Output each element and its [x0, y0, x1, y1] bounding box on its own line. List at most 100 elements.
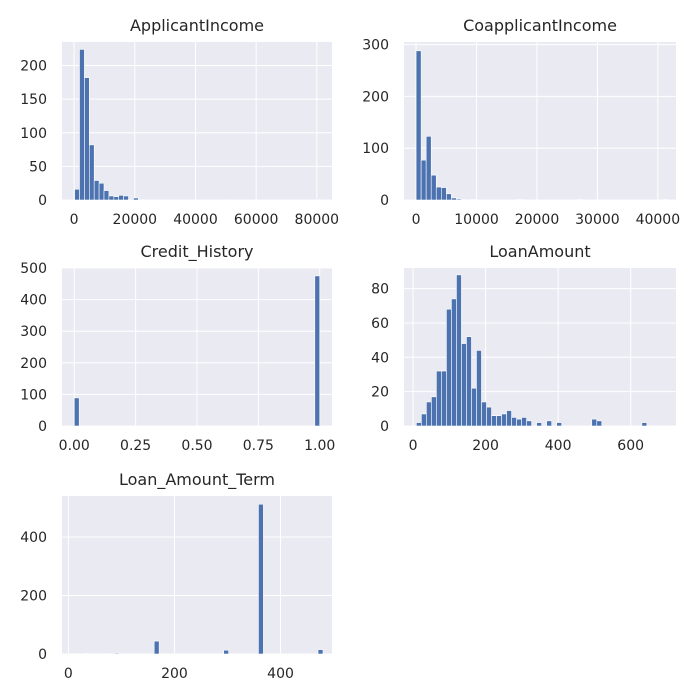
- y-tick-label: 200: [20, 356, 47, 372]
- histogram-bar: [123, 195, 129, 201]
- panel-title: CoapplicantIncome: [463, 16, 617, 35]
- histogram-bar: [466, 336, 472, 427]
- panel-title: Credit_History: [140, 242, 253, 262]
- histogram-bar: [591, 418, 598, 427]
- panel-title: LoanAmount: [489, 242, 590, 261]
- x-tick-label: 10000: [454, 212, 499, 228]
- histogram-bar: [133, 197, 139, 201]
- histogram-bar: [526, 420, 532, 427]
- panel-title: Loan_Amount_Term: [119, 470, 275, 490]
- y-tick-label: 400: [20, 530, 47, 546]
- histogram-bar: [430, 174, 437, 201]
- x-tick-label: 80000: [295, 212, 340, 228]
- panel-applicantincome: 0 50 100 150 200 0 20000 40000 60000 80000 Applica…: [20, 16, 339, 228]
- x-tick-label: 30000: [575, 212, 620, 228]
- histogram-bar: [451, 298, 457, 427]
- y-tick-label: 0: [380, 193, 389, 209]
- histogram-bar: [435, 186, 442, 201]
- histogram-bar: [416, 422, 422, 427]
- panel-loan-amount-term: 0 200 400 0 200 400 Loan_Amount_Term: [20, 470, 332, 682]
- y-tick-label: 80: [371, 282, 389, 298]
- histogram-bar: [425, 135, 432, 201]
- histogram-bar: [421, 413, 427, 427]
- y-tick-label: 200: [362, 89, 389, 105]
- y-tick-label: 60: [371, 316, 389, 332]
- y-tick-label: 0: [38, 647, 47, 663]
- x-tick-label: 400: [267, 666, 294, 682]
- y-tick-label: 100: [20, 126, 47, 142]
- x-tick-label: 0.75: [243, 438, 274, 454]
- histogram-bar: [431, 396, 437, 427]
- histogram-bar: [84, 77, 90, 201]
- histogram-bar: [506, 410, 512, 427]
- panel-credit-history: 0 100 200 300 400 500 0.00 0.25 0.50 0.75 1.00 Cred…: [20, 242, 335, 454]
- y-tick-label: 0: [38, 193, 47, 209]
- histogram-bar: [113, 196, 120, 201]
- x-tick-label: 20000: [515, 212, 560, 228]
- histogram-bar: [114, 652, 120, 655]
- histogram-bar: [596, 420, 603, 427]
- y-tick-label: 300: [20, 324, 47, 340]
- histogram-bar: [415, 50, 422, 201]
- histogram-bar: [223, 649, 229, 655]
- y-tick-label: 40: [371, 350, 389, 366]
- y-tick-label: 300: [362, 38, 389, 54]
- x-tick-label: 20000: [113, 212, 158, 228]
- x-tick-label: 40000: [173, 212, 218, 228]
- histogram-bar: [440, 187, 447, 201]
- x-tick-label: 0.50: [181, 438, 212, 454]
- histogram-bar: [79, 49, 85, 201]
- histogram-bar: [446, 308, 452, 427]
- histogram-bar: [74, 188, 80, 201]
- x-tick-label: 0: [64, 666, 73, 682]
- y-tick-label: 20: [371, 385, 389, 401]
- histogram-bar: [461, 343, 467, 427]
- panel-coapplicantincome: 0 100 200 300 0 10000 20000 30000 40000 Coapplica…: [362, 16, 680, 228]
- histogram-bar: [88, 144, 95, 201]
- histogram-bar: [98, 182, 105, 201]
- histogram-bar: [426, 401, 432, 427]
- y-tick-label: 100: [362, 141, 389, 157]
- histogram-bar: [182, 199, 188, 201]
- histogram-bar: [118, 194, 124, 201]
- y-tick-label: 0: [38, 419, 47, 435]
- histogram-bar: [461, 199, 467, 201]
- x-tick-label: 0.25: [120, 438, 151, 454]
- panel-title: ApplicantIncome: [130, 16, 264, 35]
- histogram-bar: [476, 350, 482, 427]
- y-tick-label: 400: [20, 293, 47, 309]
- histogram-bar: [436, 370, 442, 427]
- histogram-bar: [496, 415, 502, 427]
- histogram-bar: [128, 199, 134, 201]
- histogram-bar: [641, 422, 648, 427]
- x-tick-label: 40000: [636, 212, 681, 228]
- histogram-bar: [491, 415, 497, 427]
- histogram-bar: [317, 649, 324, 655]
- histogram-bar: [93, 180, 100, 201]
- histogram-bar: [662, 199, 669, 201]
- x-tick-label: 0.00: [59, 438, 90, 454]
- y-tick-label: 0: [380, 419, 389, 435]
- x-tick-label: 60000: [234, 212, 279, 228]
- histogram-bar: [138, 199, 144, 201]
- histogram-bar: [471, 387, 477, 427]
- histogram-bar: [103, 190, 110, 201]
- histogram-bar: [456, 198, 462, 201]
- x-tick-label: 400: [545, 438, 572, 454]
- histogram-bar: [546, 420, 552, 427]
- y-tick-label: 100: [20, 387, 47, 403]
- y-tick-label: 150: [20, 92, 47, 108]
- x-tick-label: 0: [409, 438, 418, 454]
- histogram-bar: [226, 199, 232, 201]
- axes-background: [404, 42, 676, 200]
- y-tick-label: 50: [29, 159, 47, 175]
- x-tick-label: 200: [472, 438, 499, 454]
- histogram-bar: [73, 397, 80, 427]
- y-tick-label: 200: [20, 588, 47, 604]
- histogram-bar: [314, 199, 321, 201]
- x-tick-label: 0: [412, 212, 421, 228]
- histogram-bar: [516, 199, 523, 201]
- axes-background: [62, 496, 332, 654]
- histogram-bar: [258, 503, 264, 655]
